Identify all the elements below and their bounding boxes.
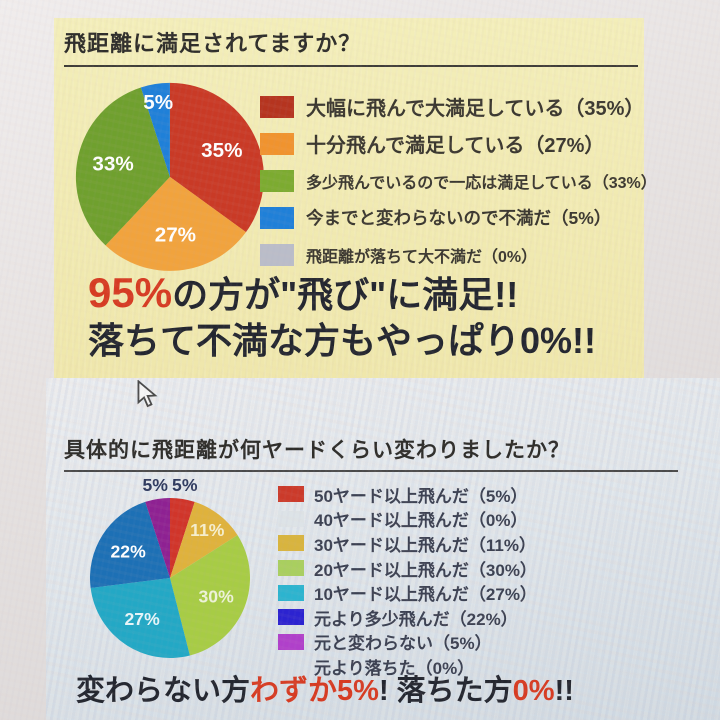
pie-slice	[90, 501, 170, 589]
pie-slice	[75, 87, 170, 246]
legend-label: 多少飛んでいるので一応は満足している（33%）	[306, 174, 657, 192]
legend-swatch	[260, 169, 294, 192]
headline-accent: 95%	[88, 269, 173, 316]
legend-item: 多少飛んでいるので一応は満足している（33%）	[260, 162, 657, 199]
legend-satisfaction: 大幅に飛んで大満足している（35%） 十分飛んで満足している（27%） 多少飛んでい…	[260, 88, 657, 273]
satisfaction-section: 飛距離に満足されてますか？ 35% 27% 33% 5% 大幅に飛んで大満足している（…	[54, 18, 657, 378]
legend-swatch	[278, 560, 304, 577]
distance-change-section: 具体的に飛距離が何ヤードくらい変わりましたか？ 5% 11% 30% 27% 22% 5%…	[46, 378, 720, 720]
headline-line1-rest: の方が"飛び"に満足!!	[172, 274, 519, 315]
headline-line1: 95%の方が"飛び"に満足!!	[88, 270, 596, 318]
legend-item: 今までと変わらないので不満だ（5%）	[260, 199, 644, 236]
pie-slice	[90, 578, 190, 659]
pie-svg-distance: 5% 11% 30% 27% 22% 5%	[90, 475, 250, 659]
headline-distance: 変わらない方わずか5%! 落ちた方0%!!	[76, 674, 574, 708]
legend-item: 10ヤード以上飛んだ（27%）	[278, 580, 698, 605]
pie-slice-label: 33%	[92, 153, 133, 176]
legend-label: 元より多少飛んだ（22%）	[314, 609, 518, 629]
legend-swatch	[260, 243, 294, 266]
legend-item: 飛距離が落ちて大不満だ（0%）	[260, 236, 644, 273]
pie-slice-label: 30%	[199, 586, 235, 606]
legend-item: 元と変わらない（5%）	[278, 630, 698, 655]
legend-swatch	[278, 609, 304, 626]
legend-item: 50ヤード以上飛んだ（5%）	[278, 482, 698, 507]
pie-slice-label: 22%	[111, 541, 147, 561]
pie-slice	[169, 82, 264, 233]
pie-slice	[140, 82, 170, 177]
footline-part3: ! 落ちた方	[378, 675, 513, 707]
legend-label: 飛距離が落ちて大不満だ（0%）	[306, 248, 538, 266]
legend-item: 30ヤード以上飛んだ（11%）	[278, 531, 698, 556]
legend-swatch	[278, 633, 304, 650]
legend-label: 20ヤード以上飛んだ（30%）	[314, 560, 537, 580]
legend-label: 10ヤード以上飛んだ（27%）	[314, 585, 537, 605]
footline-part4: 0%	[512, 675, 555, 707]
legend-swatch	[278, 584, 304, 601]
pie-chart-distance: 5% 11% 30% 27% 22% 5%	[62, 470, 278, 691]
pie-slice-label: 11%	[190, 520, 225, 540]
headline-satisfaction: 95%の方が"飛び"に満足!! 落ちて不満な方もやっぱり0%!!	[88, 270, 596, 364]
legend-item: 40ヤード以上飛んだ（0%）	[278, 507, 698, 532]
legend-swatch	[278, 486, 304, 503]
legend-item: 元より落ちた（0%）	[278, 654, 698, 679]
legend-distance: 50ヤード以上飛んだ（5%） 40ヤード以上飛んだ（0%） 30ヤード以上飛んだ（1…	[278, 482, 698, 679]
pie-slice	[145, 498, 170, 578]
legend-swatch	[260, 206, 294, 229]
legend-label: 40ヤード以上飛んだ（0%）	[314, 511, 528, 531]
legend-swatch	[260, 132, 294, 155]
legend-swatch	[278, 535, 304, 552]
pie-slice-label: 35%	[201, 139, 242, 162]
legend-label: 30ヤード以上飛んだ（11%）	[314, 535, 536, 555]
footline-part5: !!	[554, 675, 574, 707]
pie-slice-label: 5%	[143, 475, 169, 495]
footline-part1: 変わらない方	[76, 675, 251, 707]
legend-label: 50ヤード以上飛んだ（5%）	[314, 486, 528, 506]
pie-slice-label: 27%	[125, 609, 161, 629]
legend-swatch	[278, 510, 304, 527]
headline-line2: 落ちて不満な方もやっぱり0%!!	[88, 320, 597, 361]
legend-label: 元と変わらない（5%）	[314, 634, 492, 654]
legend-item: 20ヤード以上飛んだ（30%）	[278, 556, 698, 581]
legend-swatch	[278, 658, 304, 674]
legend-swatch	[260, 95, 294, 118]
legend-item: 十分飛んで満足している（27%）	[260, 125, 644, 162]
legend-label: 十分飛んで満足している（27%）	[306, 135, 605, 157]
pie-slice-label: 5%	[143, 91, 173, 114]
pie-chart-satisfaction: 35% 27% 33% 5%	[43, 50, 297, 309]
legend-label: 大幅に飛んで大満足している（35%）	[306, 98, 645, 120]
pie-slice	[105, 176, 246, 271]
legend-item: 大幅に飛んで大満足している（35%）	[260, 88, 644, 125]
pie-slice	[170, 501, 238, 578]
mouse-cursor-icon	[137, 380, 158, 408]
legend-item: 元より多少飛んだ（22%）	[278, 605, 698, 630]
pie-slice	[170, 498, 195, 578]
pie-slice	[170, 535, 250, 656]
pie-svg-satisfaction: 35% 27% 33% 5%	[75, 82, 264, 271]
pie-slice-label: 5%	[172, 475, 198, 495]
footline-part2: わずか5%	[250, 675, 379, 707]
legend-label: 今までと変わらないので不満だ（5%）	[306, 208, 612, 228]
pie-slice-label: 27%	[155, 223, 196, 246]
section1-title: 飛距離に満足されてますか？	[64, 26, 638, 67]
section2-title: 具体的に飛距離が何ヤードくらい変わりましたか？	[64, 434, 678, 472]
legend-label: 元より落ちた（0%）	[314, 658, 475, 678]
